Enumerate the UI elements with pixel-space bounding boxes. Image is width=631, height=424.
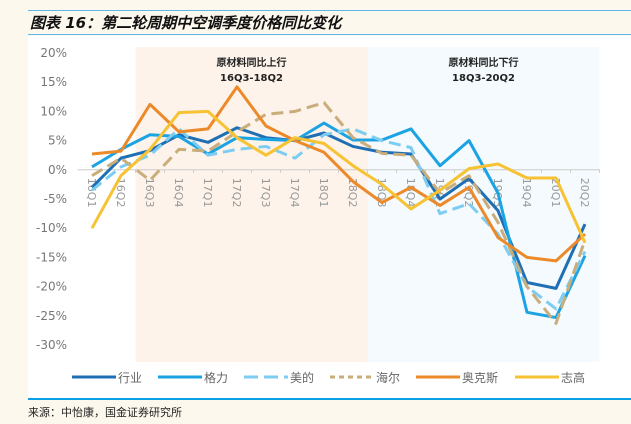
x-tick-label: 20Q2 [578, 178, 591, 208]
legend-label: 海尔 [376, 370, 400, 385]
y-tick-label: -10% [36, 221, 67, 235]
x-tick-label: 19Q2 [462, 178, 475, 208]
annotation-range: 16Q3-18Q2 [220, 73, 283, 84]
y-tick-label: -20% [36, 280, 67, 294]
source-rule [28, 398, 631, 400]
legend-label: 行业 [118, 371, 142, 385]
series-line-海尔 [91, 101, 587, 325]
annotation-label: 原材料同比下行 [449, 56, 519, 69]
x-tick-label: 17Q2 [230, 178, 243, 208]
series-line-志高 [90, 109, 587, 244]
annotation-range: 18Q3-20Q2 [452, 73, 515, 84]
x-tick-label: 18Q4 [404, 178, 417, 208]
legend-label: 志高 [561, 370, 585, 385]
y-tick-label: -25% [36, 309, 67, 323]
y-tick-label: 5% [48, 134, 67, 148]
x-tick-label: 18Q1 [317, 178, 330, 208]
y-tick-label: -30% [36, 338, 67, 352]
x-tick-label: 17Q4 [288, 178, 301, 208]
y-tick-label: -15% [36, 250, 67, 264]
legend-label: 格力 [204, 370, 228, 385]
x-tick-label: 19Q4 [520, 178, 533, 208]
y-tick-label: 15% [40, 75, 67, 89]
y-tick-label: 10% [40, 104, 67, 118]
title-bottom-rule [28, 34, 631, 35]
y-tick-label: 0% [48, 163, 67, 177]
x-tick-label: 17Q3 [259, 178, 272, 208]
title-top-rule [28, 10, 631, 11]
x-tick-label: 17Q1 [201, 178, 214, 208]
series-line-奥克斯 [91, 85, 587, 263]
x-tick-label: 16Q3 [143, 178, 156, 208]
legend-label: 奥克斯 [462, 371, 498, 385]
x-tick-label: 16Q4 [172, 178, 185, 208]
legend-label: 美的 [290, 370, 314, 385]
series-line-美的 [91, 127, 587, 311]
annotation-band [367, 47, 600, 362]
source-note: 来源：中怡康，国金证券研究所 [28, 406, 182, 419]
y-tick-label: -5% [44, 192, 67, 206]
annotation-band [135, 47, 368, 362]
y-tick-label: 20% [40, 46, 67, 60]
annotation-label: 原材料同比上行 [217, 56, 287, 69]
x-tick-label: 20Q1 [549, 178, 562, 208]
chart-title: 图表 16：第二轮周期中空调季度价格同比变化 [30, 14, 342, 32]
